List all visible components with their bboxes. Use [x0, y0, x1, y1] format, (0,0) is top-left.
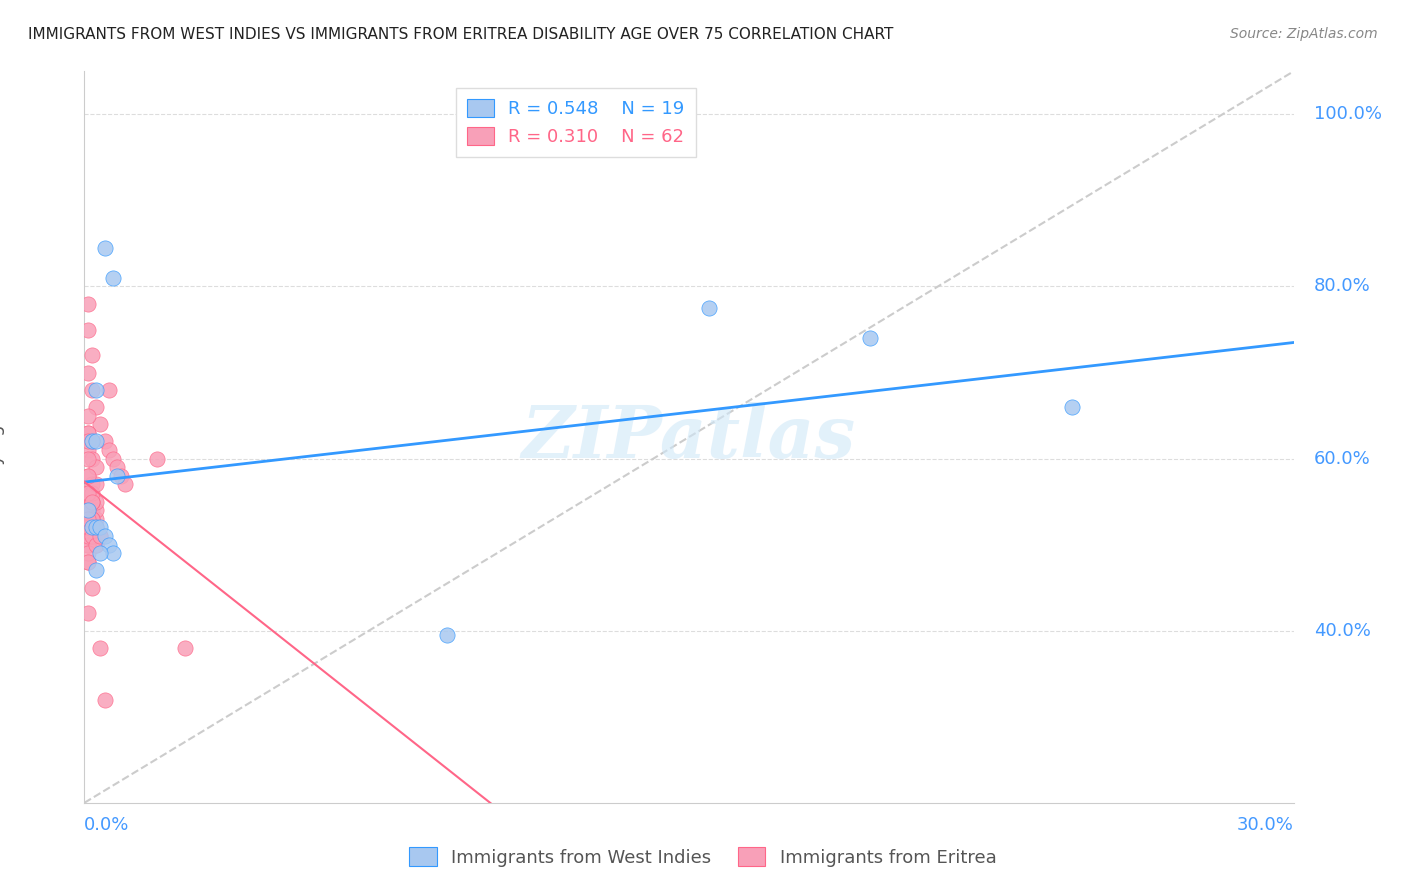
- Point: [82, 383, 104, 397]
- Point: [77, 503, 100, 517]
- Point: [77, 425, 100, 440]
- Point: [97, 383, 120, 397]
- Point: [859, 331, 882, 345]
- Point: [86, 512, 108, 526]
- Point: [77, 538, 100, 552]
- Point: [77, 425, 100, 440]
- Point: [86, 494, 108, 508]
- Point: [97, 442, 120, 457]
- Point: [93, 529, 115, 543]
- Point: [97, 538, 120, 552]
- Point: [77, 486, 100, 500]
- Point: [101, 546, 124, 560]
- Point: [77, 468, 100, 483]
- Point: [77, 451, 100, 466]
- Legend: Immigrants from West Indies, Immigrants from Eritrea: Immigrants from West Indies, Immigrants …: [402, 840, 1004, 874]
- Point: [82, 494, 104, 508]
- Point: [77, 546, 100, 560]
- Point: [86, 434, 108, 449]
- Point: [82, 581, 104, 595]
- Point: [89, 640, 111, 655]
- Point: [77, 322, 100, 336]
- Text: 0.0%: 0.0%: [84, 815, 129, 834]
- Point: [82, 451, 104, 466]
- Point: [89, 529, 111, 543]
- Point: [82, 494, 104, 508]
- Point: [114, 477, 136, 491]
- Point: [101, 271, 124, 285]
- Point: [82, 477, 104, 491]
- Point: [89, 520, 111, 534]
- Point: [77, 468, 100, 483]
- Point: [86, 520, 108, 534]
- Point: [86, 564, 108, 578]
- Point: [1060, 400, 1083, 414]
- Text: 40.0%: 40.0%: [1313, 622, 1371, 640]
- Point: [77, 486, 100, 500]
- Text: 30.0%: 30.0%: [1237, 815, 1294, 834]
- Point: [86, 383, 108, 397]
- Point: [77, 409, 100, 423]
- Point: [77, 538, 100, 552]
- Point: [82, 512, 104, 526]
- Point: [82, 520, 104, 534]
- Text: IMMIGRANTS FROM WEST INDIES VS IMMIGRANTS FROM ERITREA DISABILITY AGE OVER 75 CO: IMMIGRANTS FROM WEST INDIES VS IMMIGRANT…: [28, 27, 893, 42]
- Point: [89, 417, 111, 432]
- Point: [77, 296, 100, 310]
- Point: [146, 451, 169, 466]
- Point: [82, 512, 104, 526]
- Point: [77, 366, 100, 380]
- Text: 100.0%: 100.0%: [1313, 105, 1382, 123]
- Point: [86, 538, 108, 552]
- Point: [77, 607, 100, 621]
- Point: [77, 512, 100, 526]
- Point: [86, 400, 108, 414]
- Text: 60.0%: 60.0%: [1313, 450, 1371, 467]
- Point: [93, 692, 115, 706]
- Point: [77, 555, 100, 569]
- Point: [77, 529, 100, 543]
- Point: [82, 494, 104, 508]
- Point: [86, 477, 108, 491]
- Point: [77, 442, 100, 457]
- Point: [697, 301, 720, 315]
- Point: [77, 503, 100, 517]
- Point: [77, 520, 100, 534]
- Point: [93, 434, 115, 449]
- Point: [110, 468, 132, 483]
- Point: [77, 520, 100, 534]
- Point: [89, 546, 111, 560]
- Point: [86, 460, 108, 475]
- Point: [105, 460, 128, 475]
- Text: 80.0%: 80.0%: [1313, 277, 1371, 295]
- Point: [86, 538, 108, 552]
- Point: [77, 494, 100, 508]
- Text: Disability Age Over 75: Disability Age Over 75: [0, 335, 4, 539]
- Point: [82, 529, 104, 543]
- Legend: R = 0.548    N = 19, R = 0.310    N = 62: R = 0.548 N = 19, R = 0.310 N = 62: [456, 87, 696, 157]
- Point: [174, 640, 197, 655]
- Text: Source: ZipAtlas.com: Source: ZipAtlas.com: [1230, 27, 1378, 41]
- Point: [82, 348, 104, 362]
- Point: [93, 241, 115, 255]
- Point: [77, 555, 100, 569]
- Point: [82, 486, 104, 500]
- Point: [86, 520, 108, 534]
- Point: [89, 529, 111, 543]
- Text: ZIPatlas: ZIPatlas: [522, 401, 856, 473]
- Point: [105, 468, 128, 483]
- Point: [77, 434, 100, 449]
- Point: [82, 503, 104, 517]
- Point: [82, 434, 104, 449]
- Point: [436, 628, 458, 642]
- Point: [82, 434, 104, 449]
- Point: [101, 451, 124, 466]
- Point: [86, 503, 108, 517]
